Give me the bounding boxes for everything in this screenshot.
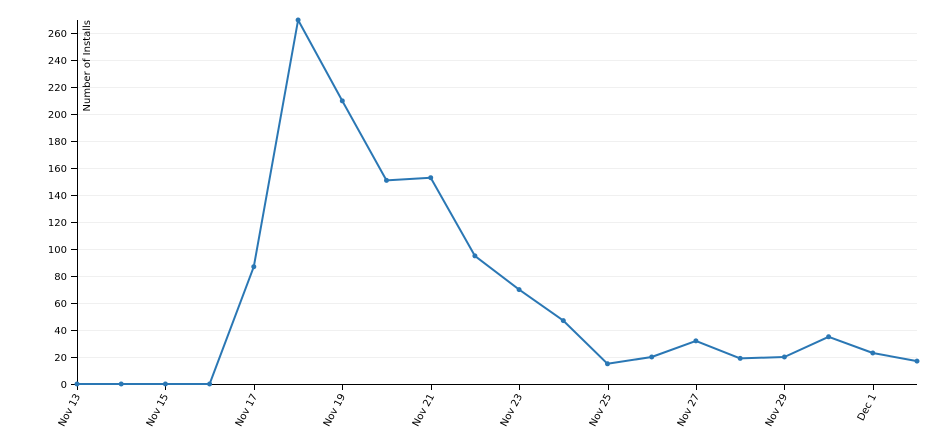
y-tick-label: 120 xyxy=(48,218,67,229)
data-point[interactable] xyxy=(118,381,124,387)
x-tick-label: Nov 21 xyxy=(411,392,437,428)
x-tick-label: Nov 25 xyxy=(588,392,614,428)
x-tick-label: Nov 29 xyxy=(764,392,790,428)
x-tick-label: Nov 27 xyxy=(676,392,702,428)
y-tick-label: 40 xyxy=(54,326,67,337)
data-point[interactable] xyxy=(74,381,80,387)
data-point[interactable] xyxy=(339,98,345,104)
x-tick-label: Nov 17 xyxy=(234,392,260,428)
data-point[interactable] xyxy=(428,175,434,181)
grid-lines xyxy=(77,33,917,358)
data-point[interactable] xyxy=(914,358,920,364)
y-tick-label: 0 xyxy=(61,380,67,391)
y-tick-label: 260 xyxy=(48,29,67,40)
y-tick-label: 60 xyxy=(54,299,67,310)
data-point[interactable] xyxy=(251,264,257,270)
y-axis-title: Number of Installs xyxy=(82,20,93,111)
x-tick-label: Nov 23 xyxy=(499,392,525,428)
data-point[interactable] xyxy=(870,350,876,356)
data-point[interactable] xyxy=(516,287,522,293)
data-point[interactable] xyxy=(649,354,655,360)
data-point[interactable] xyxy=(472,253,478,259)
data-point[interactable] xyxy=(693,338,699,344)
axes: 0 20 40 60 80 100 120 140 160 180 200 220 240 260 Nov … xyxy=(48,20,917,429)
data-point[interactable] xyxy=(737,355,743,361)
y-tick-label: 200 xyxy=(48,110,67,121)
data-point[interactable] xyxy=(384,177,389,183)
y-tick-label: 20 xyxy=(54,353,67,364)
data-point[interactable] xyxy=(207,381,213,387)
x-tick-label: Nov 13 xyxy=(57,392,83,428)
data-point[interactable] xyxy=(295,17,301,23)
y-tick-label: 100 xyxy=(48,245,67,256)
x-tick-label: Nov 15 xyxy=(145,392,171,428)
y-tick-label: 160 xyxy=(48,164,67,175)
data-point[interactable] xyxy=(162,381,168,387)
data-point[interactable] xyxy=(781,354,787,360)
x-tick-label: Nov 19 xyxy=(322,392,348,428)
x-tick-label: Dec 1 xyxy=(856,392,879,423)
y-tick-label: 80 xyxy=(54,272,67,283)
y-tick-label: 220 xyxy=(48,83,67,94)
y-tick-label: 180 xyxy=(48,137,67,148)
series-line xyxy=(77,19,918,385)
data-point[interactable] xyxy=(605,361,610,367)
data-point[interactable] xyxy=(826,334,832,340)
y-tick-label: 140 xyxy=(48,191,67,202)
data-point[interactable] xyxy=(560,318,566,324)
y-tick-label: 240 xyxy=(48,56,67,67)
series-layer xyxy=(74,17,920,387)
